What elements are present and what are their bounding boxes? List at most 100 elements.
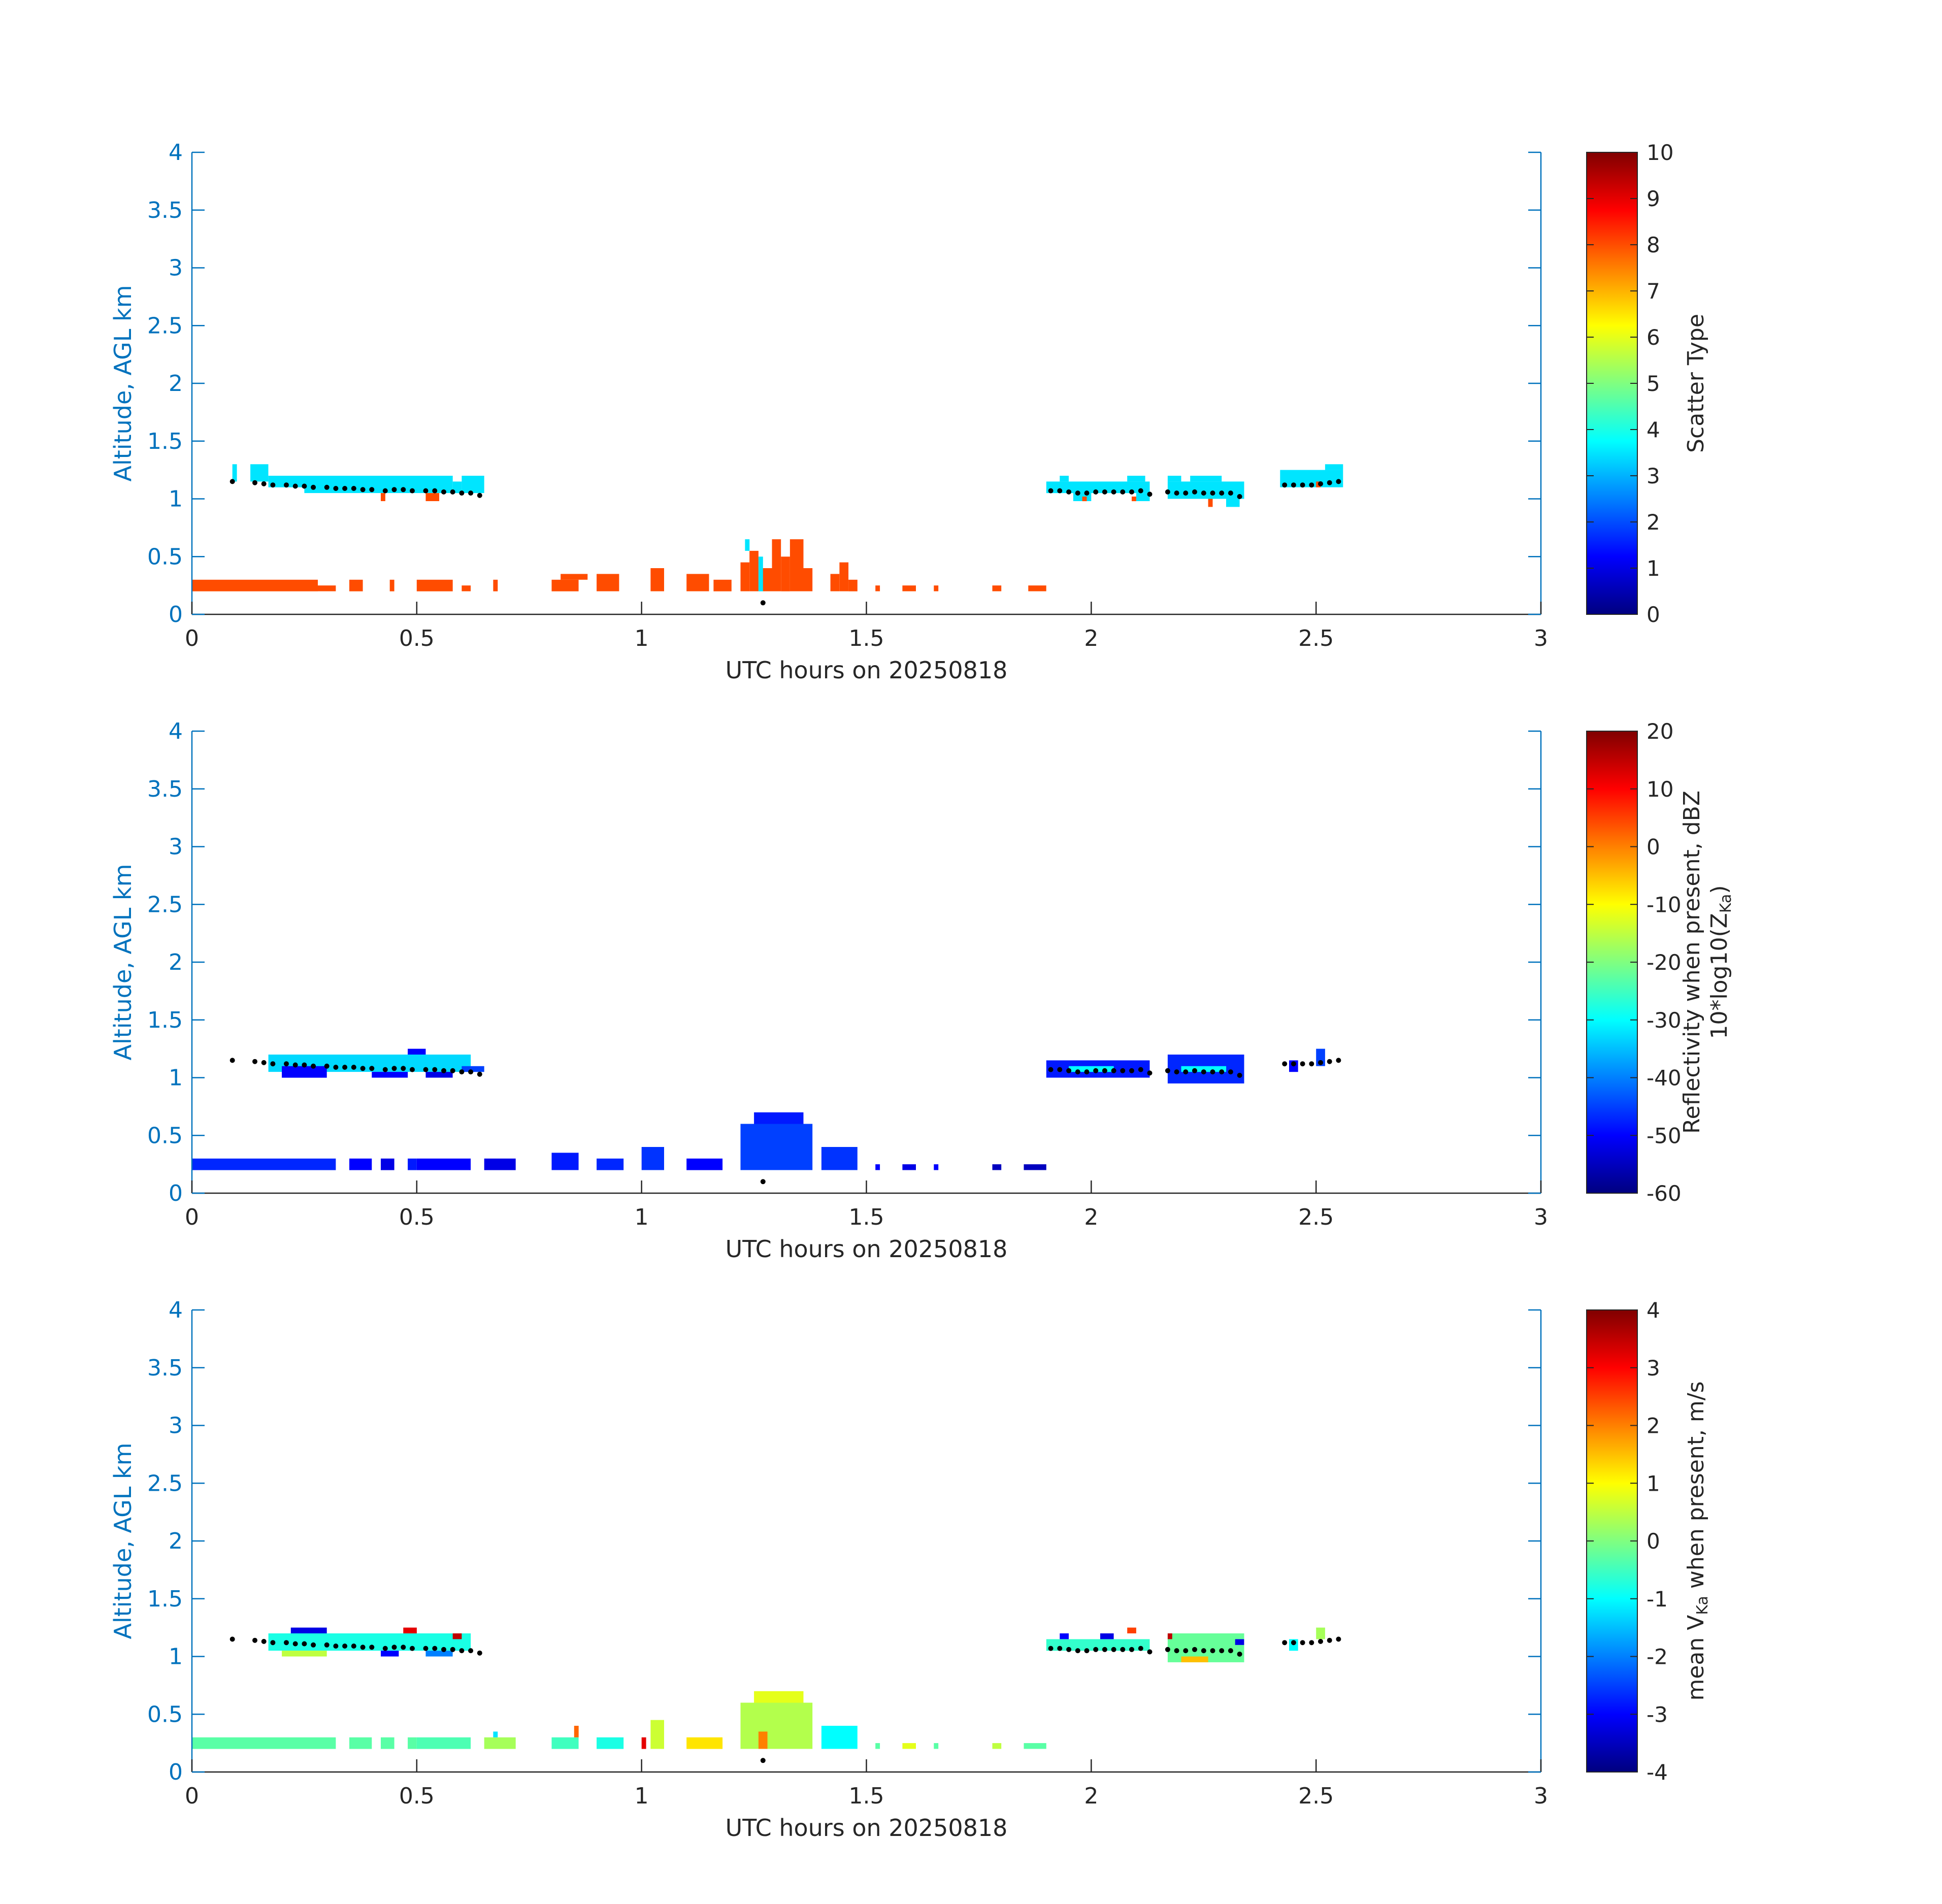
cloud-base-point — [1165, 1647, 1170, 1652]
y-tick-label: 1 — [169, 1065, 183, 1091]
cloud-base-point — [351, 1065, 356, 1070]
cloud-base-point — [302, 483, 307, 489]
cloud-base-point — [1237, 494, 1242, 499]
cloud-base-point — [1336, 1058, 1341, 1063]
y-tick-label: 3.5 — [147, 1355, 183, 1381]
cloud-base-point — [1291, 1640, 1296, 1646]
heatmap-cell — [484, 1158, 516, 1170]
cloud-base-point — [1282, 1640, 1288, 1646]
x-tick-label: 2.5 — [1298, 1783, 1334, 1809]
cloud-base-point — [1318, 1638, 1323, 1644]
heatmap-cell — [875, 1743, 880, 1749]
cloud-base-point — [324, 1063, 330, 1069]
cloud-base-point — [1084, 1648, 1090, 1654]
x-tick-label: 3 — [1534, 626, 1548, 651]
cloud-base-point — [1327, 1637, 1332, 1643]
cloud-base-point — [382, 488, 388, 494]
heatmap-cell — [1181, 1066, 1227, 1072]
colorbar-label-formula: 10*log10(ZKa) — [1706, 885, 1735, 1039]
cloud-base-point — [1066, 1068, 1072, 1073]
heatmap-cell — [597, 574, 619, 592]
heatmap-cell — [650, 1720, 664, 1749]
colorbar-label: Scatter Type — [1683, 314, 1709, 453]
cloud-base-point — [342, 486, 348, 491]
cloud-base-point — [369, 487, 375, 493]
heatmap-cell — [902, 1743, 916, 1749]
cloud-base-point — [311, 1063, 316, 1069]
cloud-base-point — [261, 1638, 267, 1644]
heatmap-cell — [848, 579, 858, 592]
heatmap-cell — [416, 1737, 471, 1749]
colorbar-tick-label: 6 — [1647, 325, 1660, 350]
label-part: mean V — [1683, 1615, 1709, 1701]
heatmap-cell — [372, 1072, 408, 1078]
cloud-base-point — [360, 487, 366, 493]
colorbar-tick-label: -1 — [1647, 1587, 1668, 1612]
cloud-base-point — [1138, 488, 1143, 494]
cloud-base-point — [477, 1071, 482, 1077]
heatmap-cell — [641, 1147, 664, 1170]
cloud-base-point — [1174, 1648, 1179, 1654]
y-axis-label: Altitude, AGL km — [109, 285, 137, 481]
y-tick-label: 0 — [169, 1759, 183, 1785]
heatmap-cell — [1167, 1633, 1172, 1639]
cloud-base-point — [360, 1645, 366, 1650]
cloud-base-point — [1219, 1069, 1225, 1075]
cloud-base-point — [342, 1065, 348, 1070]
x-tick-label: 1.5 — [849, 1204, 884, 1230]
cloud-base-point — [1183, 490, 1189, 496]
panel-2: 0 0.5 1 1.5 2 2.5 3 0 0.5 1 1.5 2 2.5 3 3.5 4 UTC hours … — [109, 718, 1735, 1263]
cloud-base-points — [229, 479, 1341, 606]
cloud-base-point — [1336, 479, 1341, 484]
cloud-base-point — [1183, 1069, 1189, 1075]
colorbar-tick-label: -60 — [1647, 1181, 1682, 1206]
y-tick-label: 1.5 — [147, 1586, 183, 1612]
colorbar: -4 -3 -2 -1 0 1 2 3 4 mean VKa when present, m/s — [1586, 1298, 1711, 1785]
heatmap-cell — [551, 1153, 579, 1170]
heatmap-cell — [1167, 476, 1181, 482]
cloud-base-point — [1183, 1648, 1189, 1654]
heatmap-cell — [830, 574, 840, 592]
cloud-base-point — [261, 1060, 267, 1065]
heatmap-cell — [902, 585, 916, 592]
cloud-base-point — [441, 489, 446, 495]
cloud-base-point — [1201, 1069, 1206, 1075]
cloud-base-point — [459, 1069, 465, 1075]
heatmap-cell — [381, 1158, 394, 1170]
colorbar-gradient — [1586, 731, 1638, 1194]
cloud-base-point — [360, 1066, 366, 1071]
cloud-base-point — [1309, 482, 1314, 488]
colorbar-label: Reflectivity when present, dBZ — [1679, 791, 1705, 1134]
x-tick-label: 0.5 — [399, 1783, 435, 1809]
cloud-base-point — [1300, 1061, 1305, 1067]
x-axis-label: UTC hours on 20250818 — [726, 1814, 1008, 1842]
cloud-base-point — [1147, 1070, 1153, 1076]
cloud-base-point — [1165, 489, 1170, 495]
heatmap-cell — [389, 579, 394, 592]
heatmap-cell — [821, 1147, 858, 1170]
cloud-base-point — [1228, 1648, 1233, 1654]
cloud-base-point — [1318, 481, 1323, 486]
panel-1: 0 0.5 1 1.5 2 2.5 3 0 0.5 1 1.5 2 2.5 3 3.5 4 UTC hours … — [109, 140, 1709, 684]
heatmap-cell — [381, 493, 385, 501]
heatmap-cell — [408, 1048, 426, 1055]
cloud-base-point — [1057, 1646, 1063, 1651]
heatmap-cell — [416, 579, 453, 592]
heatmap-cell — [839, 562, 849, 592]
heatmap-cell — [1082, 497, 1087, 502]
heatmap-cell — [754, 1691, 804, 1703]
cloud-base-point — [1075, 490, 1080, 496]
x-tick-label: 3 — [1534, 1783, 1548, 1809]
cloud-base-point — [302, 1641, 307, 1647]
cloud-base-point — [1192, 1647, 1197, 1652]
x-tick-label: 3 — [1534, 1204, 1548, 1230]
cloud-base-point — [1219, 1648, 1225, 1654]
heatmap-cell — [1024, 1743, 1046, 1749]
cloud-base-point — [1237, 1651, 1242, 1657]
heatmap-cell — [408, 1158, 417, 1170]
y-tick-label: 4 — [169, 718, 183, 744]
heatmap-cell — [745, 539, 750, 551]
colorbar-tick-label: 4 — [1647, 1298, 1660, 1323]
colorbar-tick-label: -10 — [1647, 892, 1682, 917]
x-tick-label: 2.5 — [1298, 626, 1334, 651]
